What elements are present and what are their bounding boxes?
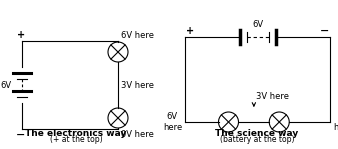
Text: The electronics way: The electronics way: [25, 129, 127, 138]
Text: The science way: The science way: [215, 129, 299, 138]
Text: 3V here: 3V here: [256, 92, 289, 101]
Text: 6V
here: 6V here: [163, 112, 182, 132]
Text: 6V: 6V: [0, 80, 11, 90]
Text: 6V here: 6V here: [121, 31, 154, 40]
Text: 0V
here: 0V here: [333, 112, 338, 132]
Text: −: −: [16, 130, 26, 140]
Text: +: +: [17, 30, 25, 40]
Text: −: −: [320, 26, 329, 36]
Text: 3V here: 3V here: [121, 80, 154, 90]
Text: +: +: [186, 26, 194, 36]
Text: 6V: 6V: [252, 20, 263, 29]
Text: (+ at the top): (+ at the top): [50, 135, 102, 144]
Text: 0V here: 0V here: [121, 130, 154, 139]
Text: (battery at the top): (battery at the top): [220, 135, 294, 144]
